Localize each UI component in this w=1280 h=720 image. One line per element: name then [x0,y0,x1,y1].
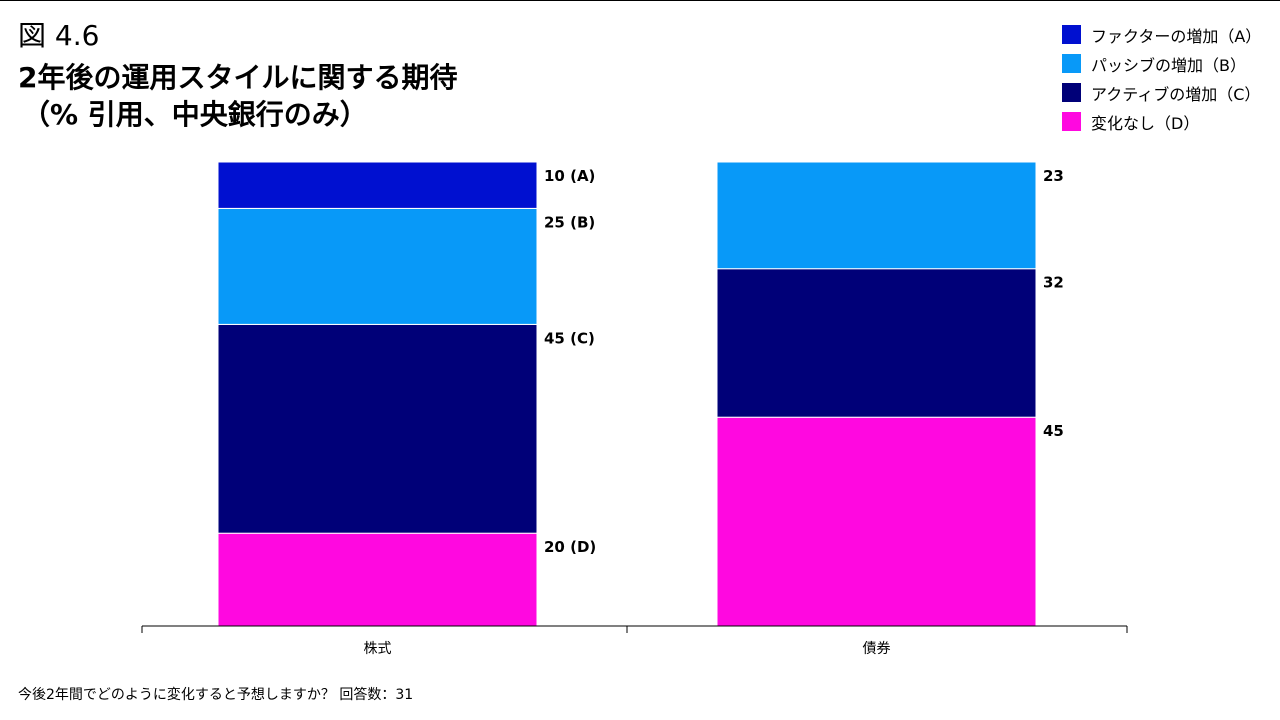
legend-swatch-d [1062,112,1081,131]
data-label-bonds-b: 23 [1043,167,1064,185]
legend-label-a: ファクターの増加（A） [1091,26,1262,46]
data-label-stocks-d: 20 (D) [544,538,596,556]
legend-item-a: ファクターの増加（A） [1062,20,1261,49]
legend-swatch-c [1062,83,1081,102]
legend-item-d: 変化なし（D） [1062,107,1261,136]
data-label-stocks-c: 45 (C) [544,329,595,347]
chart-subtitle: （% 引用、中央銀行のみ） [22,98,368,131]
data-label-bonds-c: 32 [1043,274,1064,292]
bar-segment-stocks-d [217,532,538,627]
legend-label-b: パッシブの増加（B） [1091,55,1246,75]
footnote: 今後2年間でどのように変化すると予想しますか？ 回答数：31 [18,687,414,703]
legend-item-b: パッシブの増加（B） [1062,49,1261,78]
legend-swatch-b [1062,54,1081,73]
category-label-stocks: 株式 [364,641,392,657]
data-label-stocks-b: 25 (B) [544,213,595,231]
data-label-bonds-d: 45 [1043,422,1064,440]
legend-swatch-a [1062,25,1081,44]
legend: ファクターの増加（A） パッシブの増加（B） アクティブの増加（C） 変化なし（… [1062,20,1261,136]
bar-segment-bonds-d [716,416,1037,627]
bar-segment-stocks-b [217,207,538,325]
data-label-stocks-a: 10 (A) [544,167,595,185]
bar-segment-stocks-a [217,161,538,209]
legend-label-c: アクティブの増加（C） [1091,84,1261,104]
bar-segment-stocks-c [217,323,538,534]
figure-number: 図 4.6 [18,19,100,52]
bar-segment-bonds-c [716,268,1037,418]
legend-item-c: アクティブの増加（C） [1062,78,1261,107]
category-label-bonds: 債券 [863,641,891,657]
top-rule [0,0,1280,1]
legend-label-d: 変化なし（D） [1091,113,1200,133]
bar-segment-bonds-b [716,161,1037,270]
chart-title: 2年後の運用スタイルに関する期待 [18,61,458,94]
